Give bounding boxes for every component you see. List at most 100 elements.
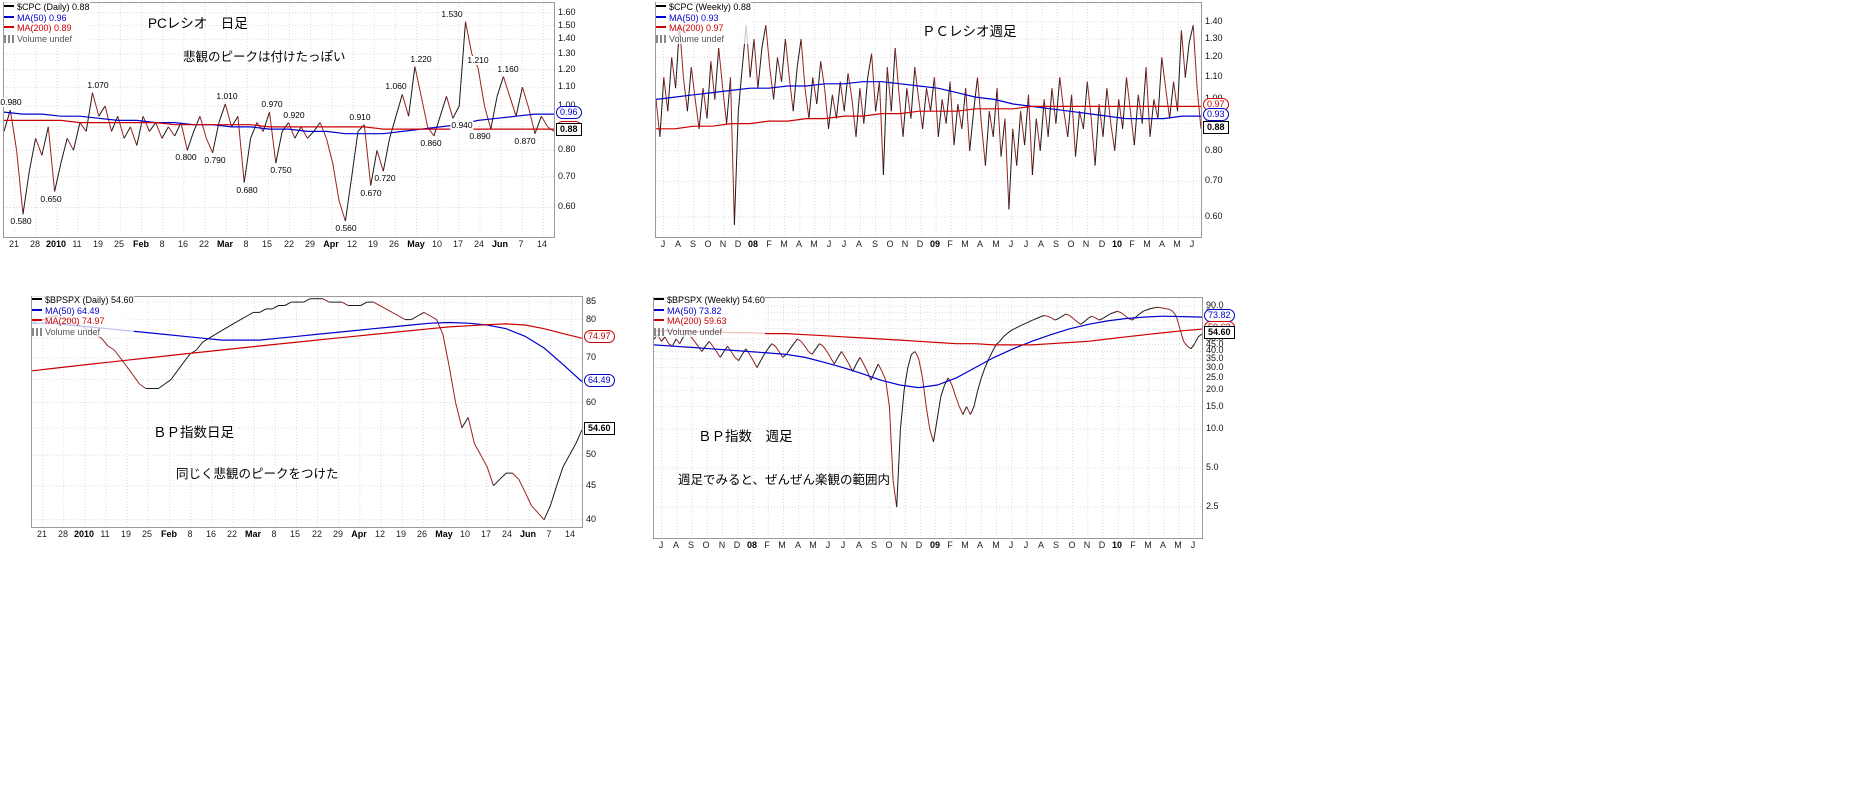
ma50-line-marker bbox=[4, 15, 14, 18]
y-tick-label: 1.40 bbox=[558, 33, 576, 43]
point-label: 1.010 bbox=[215, 91, 239, 101]
x-tick-label: Apr bbox=[323, 239, 339, 249]
y-tick-label: 80 bbox=[586, 314, 597, 324]
y-tick-label: 5.0 bbox=[1206, 462, 1219, 472]
point-label: 0.870 bbox=[513, 136, 537, 146]
x-tick-label: A bbox=[855, 239, 863, 249]
y-tick-label: 1.20 bbox=[1205, 51, 1223, 61]
legend-cpc-weekly: $CPC (Weekly) 0.88 MA(50) 0.93 MA(200) 0… bbox=[656, 2, 751, 44]
x-tick-label: O bbox=[1068, 540, 1076, 550]
x-tick-label: 10 bbox=[1111, 239, 1123, 249]
x-tick-label: M bbox=[992, 540, 1000, 550]
y-tick-label: 2.5 bbox=[1206, 501, 1219, 511]
ma50-line-marker bbox=[32, 308, 42, 311]
y-tick-label: 1.10 bbox=[558, 81, 576, 91]
ma50-line-marker bbox=[654, 308, 664, 311]
point-label: 0.680 bbox=[235, 185, 259, 195]
y-tick-label: 1.00 bbox=[558, 100, 576, 110]
x-tick-label: 24 bbox=[473, 239, 485, 249]
x-tick-label: A bbox=[1158, 239, 1166, 249]
x-tick-label: A bbox=[674, 239, 682, 249]
legend-symbol: $BPSPX (Daily) 54.60 bbox=[45, 295, 134, 305]
x-tick-label: 22 bbox=[226, 529, 238, 539]
legend-volume: Volume undef bbox=[45, 326, 101, 337]
ma-value-tag: 64.49 bbox=[584, 374, 615, 387]
ma200-line-marker bbox=[656, 26, 666, 28]
x-tick-label: A bbox=[1037, 239, 1045, 249]
x-tick-label: 24 bbox=[501, 529, 513, 539]
x-tick-label: 22 bbox=[283, 239, 295, 249]
volume-icon bbox=[32, 327, 42, 336]
x-tick-label: A bbox=[976, 540, 984, 550]
point-label: 1.210 bbox=[466, 55, 490, 65]
x-tick-label: 21 bbox=[36, 529, 48, 539]
x-tick-label: 21 bbox=[8, 239, 20, 249]
x-tick-label: 8 bbox=[243, 239, 249, 249]
point-label: 0.920 bbox=[282, 110, 306, 120]
y-tick-label: 0.60 bbox=[558, 201, 576, 211]
x-tick-label: A bbox=[1159, 540, 1167, 550]
x-tick-label: J bbox=[825, 540, 831, 550]
legend-volume: Volume undef bbox=[667, 326, 723, 337]
x-tick-label: M bbox=[1174, 540, 1182, 550]
y-tick-label: 25.0 bbox=[1206, 372, 1224, 382]
x-tick-label: S bbox=[871, 239, 879, 249]
point-label: 0.910 bbox=[348, 112, 372, 122]
price-line-marker bbox=[4, 5, 14, 7]
x-tick-label: 17 bbox=[480, 529, 492, 539]
ma200-line-marker bbox=[4, 26, 14, 28]
y-tick-label: 60 bbox=[586, 397, 597, 407]
x-tick-label: M bbox=[1144, 540, 1152, 550]
x-tick-label: A bbox=[795, 239, 803, 249]
x-tick-label: 08 bbox=[746, 540, 758, 550]
x-tick-label: N bbox=[719, 239, 727, 249]
x-tick-label: M bbox=[1143, 239, 1151, 249]
volume-icon bbox=[4, 34, 14, 43]
chart-title: ＢＰ指数日足 bbox=[153, 425, 234, 440]
x-tick-label: D bbox=[1098, 239, 1106, 249]
chart-annotation: 週足でみると、ぜんぜん楽観の範囲内 bbox=[678, 473, 891, 487]
point-label: 1.060 bbox=[384, 81, 408, 91]
x-tick-label: F bbox=[947, 540, 953, 550]
x-tick-label: F bbox=[1130, 540, 1136, 550]
last-price-tag: 0.88 bbox=[1203, 121, 1229, 134]
ma-value-tag: 0.93 bbox=[1203, 108, 1229, 121]
ma200-line-marker bbox=[32, 319, 42, 321]
last-price-tag: 0.88 bbox=[556, 123, 582, 136]
x-axis-cpc-daily: 21 28 2010 11 19 25 Feb 8 16 22 Mar 8 15 22 29 Apr 12 19 2… bbox=[3, 238, 553, 252]
legend-volume: Volume undef bbox=[17, 33, 73, 44]
x-tick-label: J bbox=[1189, 239, 1195, 249]
chart-annotation: 悲観のピークは付けたっぽい bbox=[183, 50, 346, 64]
x-tick-label: M bbox=[778, 540, 786, 550]
price-line-marker bbox=[32, 298, 42, 300]
plot-area-bpspx-weekly bbox=[653, 297, 1203, 539]
y-tick-label: 0.60 bbox=[1205, 211, 1223, 221]
x-tick-label: 19 bbox=[395, 529, 407, 539]
x-axis-bpspx-weekly: J A S O N D 08 F M A M J J A S O N D 09 F M A M J J A S O N D 10 F M A M J bbox=[653, 539, 1201, 553]
x-tick-label: F bbox=[764, 540, 770, 550]
price-line-marker bbox=[656, 5, 666, 7]
y-tick-label: 30.0 bbox=[1206, 362, 1224, 372]
x-tick-label: 09 bbox=[929, 540, 941, 550]
x-tick-label: M bbox=[810, 239, 818, 249]
x-tick-label: D bbox=[916, 239, 924, 249]
legend-ma200: MA(200) 0.97 bbox=[669, 23, 724, 33]
x-tick-label: 8 bbox=[271, 529, 277, 539]
ma-value-tag: 0.96 bbox=[556, 106, 582, 119]
volume-icon bbox=[654, 327, 664, 336]
x-tick-label: M bbox=[780, 239, 788, 249]
x-tick-label: J bbox=[1008, 239, 1014, 249]
x-tick-label: 19 bbox=[367, 239, 379, 249]
x-tick-label: J bbox=[660, 239, 666, 249]
x-tick-label: Jun bbox=[519, 529, 537, 539]
x-tick-label: 16 bbox=[177, 239, 189, 249]
x-tick-label: A bbox=[855, 540, 863, 550]
x-tick-label: N bbox=[1083, 540, 1091, 550]
x-tick-label: A bbox=[672, 540, 680, 550]
x-tick-label: N bbox=[901, 239, 909, 249]
point-label: 0.800 bbox=[174, 152, 198, 162]
x-tick-label: 8 bbox=[159, 239, 165, 249]
x-tick-label: A bbox=[976, 239, 984, 249]
legend-ma200: MA(200) 74.97 bbox=[45, 316, 105, 326]
